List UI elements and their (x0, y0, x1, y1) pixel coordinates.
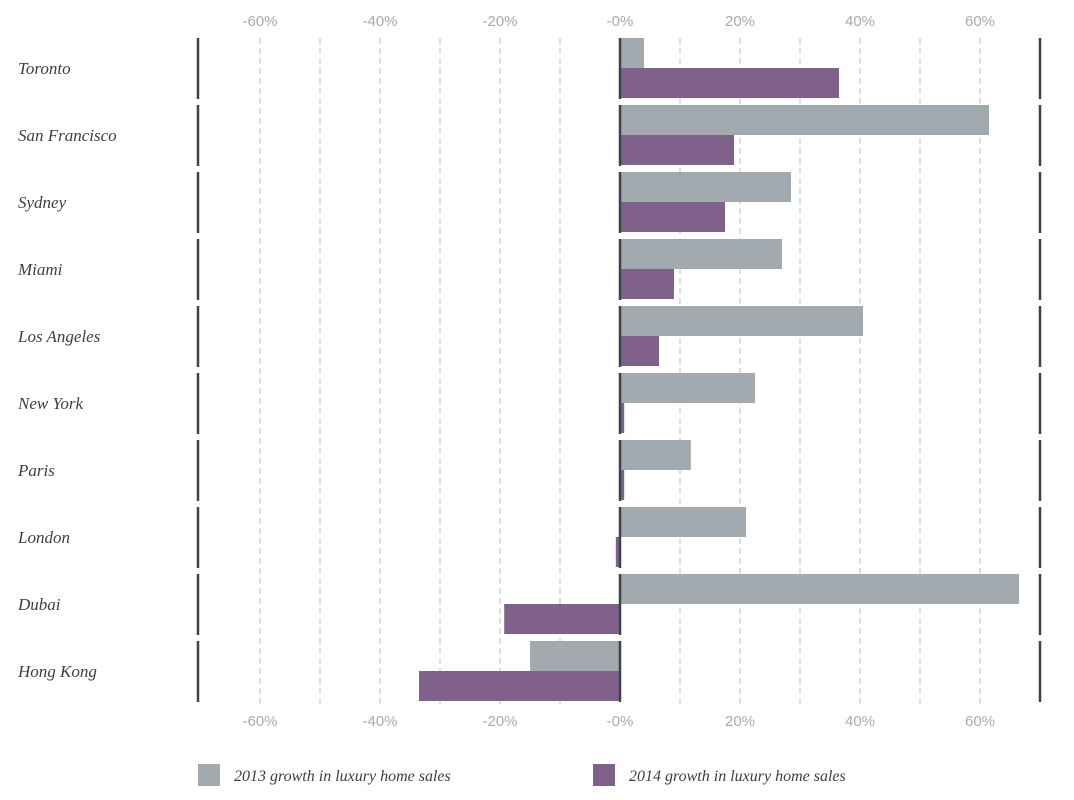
bar-2013-hong-kong (530, 641, 620, 671)
x-tick-label-bottom: -20% (482, 713, 517, 730)
x-tick-label-bottom: -0% (607, 713, 634, 730)
bar-2014-san-francisco (620, 135, 734, 165)
bar-2013-san-francisco (620, 105, 989, 135)
bar-2013-sydney (620, 172, 791, 202)
bar-2014-london (615, 537, 620, 567)
legend-swatch (198, 764, 220, 786)
category-label: Sydney (18, 193, 67, 212)
category-label: Miami (17, 260, 63, 279)
x-tick-label-bottom: -60% (242, 713, 277, 730)
bar-2013-toronto (620, 38, 644, 68)
bar-2013-los-angeles (620, 306, 863, 336)
category-label: Toronto (18, 59, 71, 78)
x-tick-label-bottom: -40% (362, 713, 397, 730)
category-labels: Toronto San Francisco Sydney Miami Los Angel… (17, 59, 117, 681)
legend-item-2014: 2014 growth in luxury home sales (593, 764, 846, 786)
category-label: Dubai (17, 595, 61, 614)
bottom-axis-ticks: -60% -40% -20% -0% 20% 40% 60% (242, 713, 995, 730)
category-label: Los Angeles (17, 327, 101, 346)
x-tick-label-top: -20% (482, 13, 517, 30)
bar-2014-toronto (620, 68, 839, 98)
top-axis-ticks: -60% -40% -20% -0% 20% 40% 60% (242, 13, 995, 30)
frame-lines (196, 38, 1042, 702)
x-tick-label-bottom: 40% (845, 713, 875, 730)
x-tick-label-top: -60% (242, 13, 277, 30)
bar-2014-new-york (620, 403, 625, 433)
bar-2013-london (620, 507, 746, 537)
bar-2013-miami (620, 239, 782, 269)
legend-swatch (593, 764, 615, 786)
legend-label: 2014 growth in luxury home sales (629, 768, 846, 785)
bar-2013-paris (620, 440, 691, 470)
bar-2014-hong-kong (419, 671, 620, 701)
bar-2014-dubai (504, 604, 620, 634)
x-tick-label-top: 60% (965, 13, 995, 30)
category-label: Paris (17, 461, 55, 480)
legend-item-2013: 2013 growth in luxury home sales (198, 764, 451, 786)
x-tick-label-bottom: 20% (725, 713, 755, 730)
category-label: London (17, 528, 70, 547)
bars (419, 38, 1019, 701)
bar-2014-los-angeles (620, 336, 659, 366)
bar-2013-dubai (620, 574, 1019, 604)
bar-2014-paris (620, 470, 625, 500)
legend: 2013 growth in luxury home sales 2014 gro… (198, 764, 846, 786)
bar-2013-new-york (620, 373, 755, 403)
bar-2014-sydney (620, 202, 725, 232)
x-tick-label-top: -0% (607, 13, 634, 30)
bar-2014-miami (620, 269, 674, 299)
x-tick-label-bottom: 60% (965, 713, 995, 730)
x-tick-label-top: 40% (845, 13, 875, 30)
x-tick-label-top: -40% (362, 13, 397, 30)
category-label: New York (17, 394, 83, 413)
legend-label: 2013 growth in luxury home sales (234, 768, 451, 785)
category-label: San Francisco (18, 126, 117, 145)
x-tick-label-top: 20% (725, 13, 755, 30)
category-label: Hong Kong (17, 662, 97, 681)
